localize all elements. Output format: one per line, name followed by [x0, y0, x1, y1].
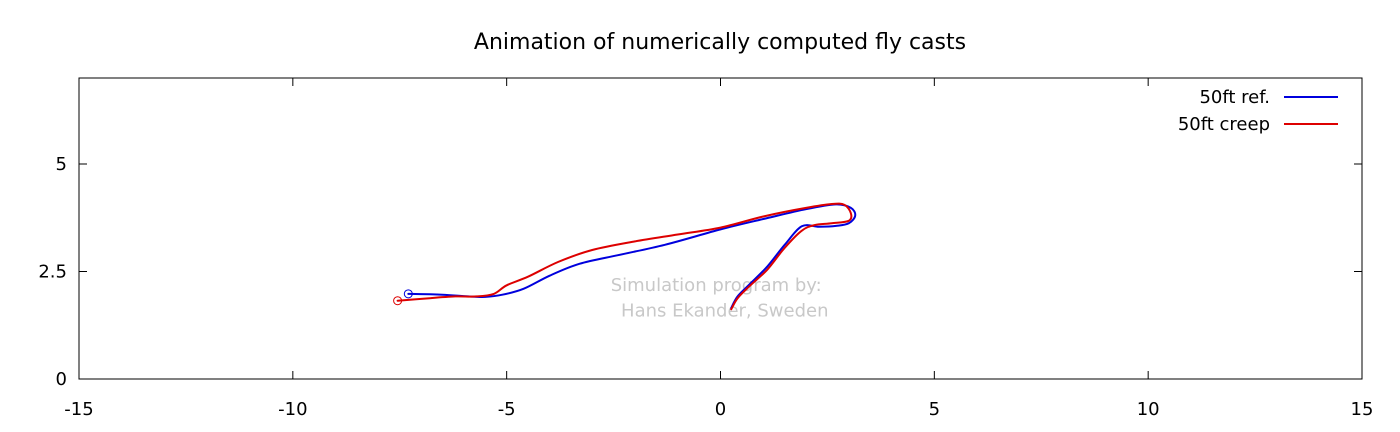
y-tick-label: 5 [56, 154, 67, 175]
legend-label-0: 50ft ref. [1199, 87, 1270, 108]
x-tick-label: 15 [1351, 399, 1374, 420]
series-line-0 [407, 203, 857, 310]
y-tick-label: 2.5 [38, 262, 67, 283]
x-tick-label: 5 [929, 399, 940, 420]
legend: 50ft ref. 50ft creep [1178, 87, 1338, 135]
x-tick-label: -15 [64, 399, 93, 420]
x-tick-label: 0 [715, 399, 726, 420]
series-line-1 [396, 202, 853, 311]
watermark-annotations: Simulation program by: Hans Ekander, Swed… [611, 275, 829, 322]
legend-label-1: 50ft creep [1178, 114, 1270, 135]
series-lines [393, 202, 857, 311]
chart-title: Animation of numerically computed fly ca… [474, 30, 966, 55]
annotation-text: Hans Ekander, Sweden [621, 301, 828, 322]
x-tick-label: -5 [498, 399, 516, 420]
fly-end-marker-1 [393, 296, 403, 306]
axis-ticks: -15 -10 -5 0 5 10 15 0 2.5 5 [38, 78, 1373, 420]
x-tick-label: 10 [1137, 399, 1160, 420]
fly-end-marker-0 [403, 289, 413, 299]
annotation-text: Simulation program by: [611, 275, 822, 296]
x-tick-label: -10 [278, 399, 307, 420]
y-tick-label: 0 [56, 369, 67, 390]
